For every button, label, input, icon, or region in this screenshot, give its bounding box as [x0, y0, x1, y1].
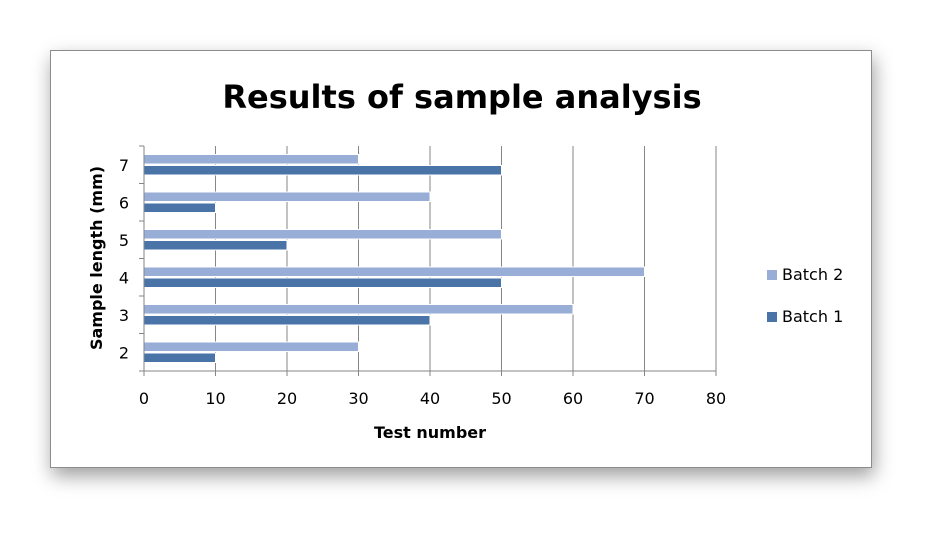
bar-batch-2-6 [143, 191, 431, 202]
bar-batch-1-2 [143, 352, 216, 363]
chart-title: Results of sample analysis [222, 78, 701, 116]
legend-swatch [767, 312, 777, 322]
x-tick-label: 70 [634, 389, 654, 408]
x-axis-title: Test number [374, 423, 486, 442]
bars [143, 154, 645, 363]
x-tick-label: 50 [491, 389, 511, 408]
bar-batch-1-3 [143, 315, 431, 326]
legend-swatch [767, 270, 777, 280]
bar-batch-1-5 [143, 240, 288, 251]
x-tick-label: 20 [277, 389, 297, 408]
gridlines [215, 146, 717, 371]
legend-label: Batch 2 [782, 265, 843, 284]
bar-batch-1-6 [143, 202, 216, 213]
y-axis-title: Sample length (mm) [87, 166, 106, 350]
legend-label: Batch 1 [782, 307, 843, 326]
bar-batch-2-7 [143, 154, 359, 165]
bar-batch-2-3 [143, 304, 574, 315]
y-tick-label: 2 [119, 343, 129, 362]
x-tick-label: 30 [348, 389, 368, 408]
chart: Results of sample analysis 0 10 20 30 40 50 60… [87, 78, 843, 442]
tick-labels: 0 10 20 30 40 50 60 70 80 2 3 4 5 6 7 [119, 156, 726, 408]
bar-batch-1-7 [143, 165, 502, 176]
x-tick-label: 40 [420, 389, 440, 408]
bar-batch-1-4 [143, 277, 502, 288]
chart-frame: Results of sample analysis 0 10 20 30 40 50 60… [50, 50, 872, 468]
y-tick-label: 7 [119, 156, 129, 175]
y-tick-label: 4 [119, 268, 129, 287]
x-tick-label: 0 [139, 389, 149, 408]
x-tick-label: 10 [205, 389, 225, 408]
x-tick-label: 80 [706, 389, 726, 408]
axes [139, 145, 717, 376]
y-tick-label: 6 [119, 193, 129, 212]
y-tick-label: 3 [119, 306, 129, 325]
x-tick-label: 60 [563, 389, 583, 408]
bar-batch-2-2 [143, 341, 359, 352]
bar-batch-2-5 [143, 229, 502, 240]
bar-batch-2-4 [143, 266, 645, 277]
y-tick-label: 5 [119, 231, 129, 250]
legend: Batch 2 Batch 1 [767, 265, 843, 326]
